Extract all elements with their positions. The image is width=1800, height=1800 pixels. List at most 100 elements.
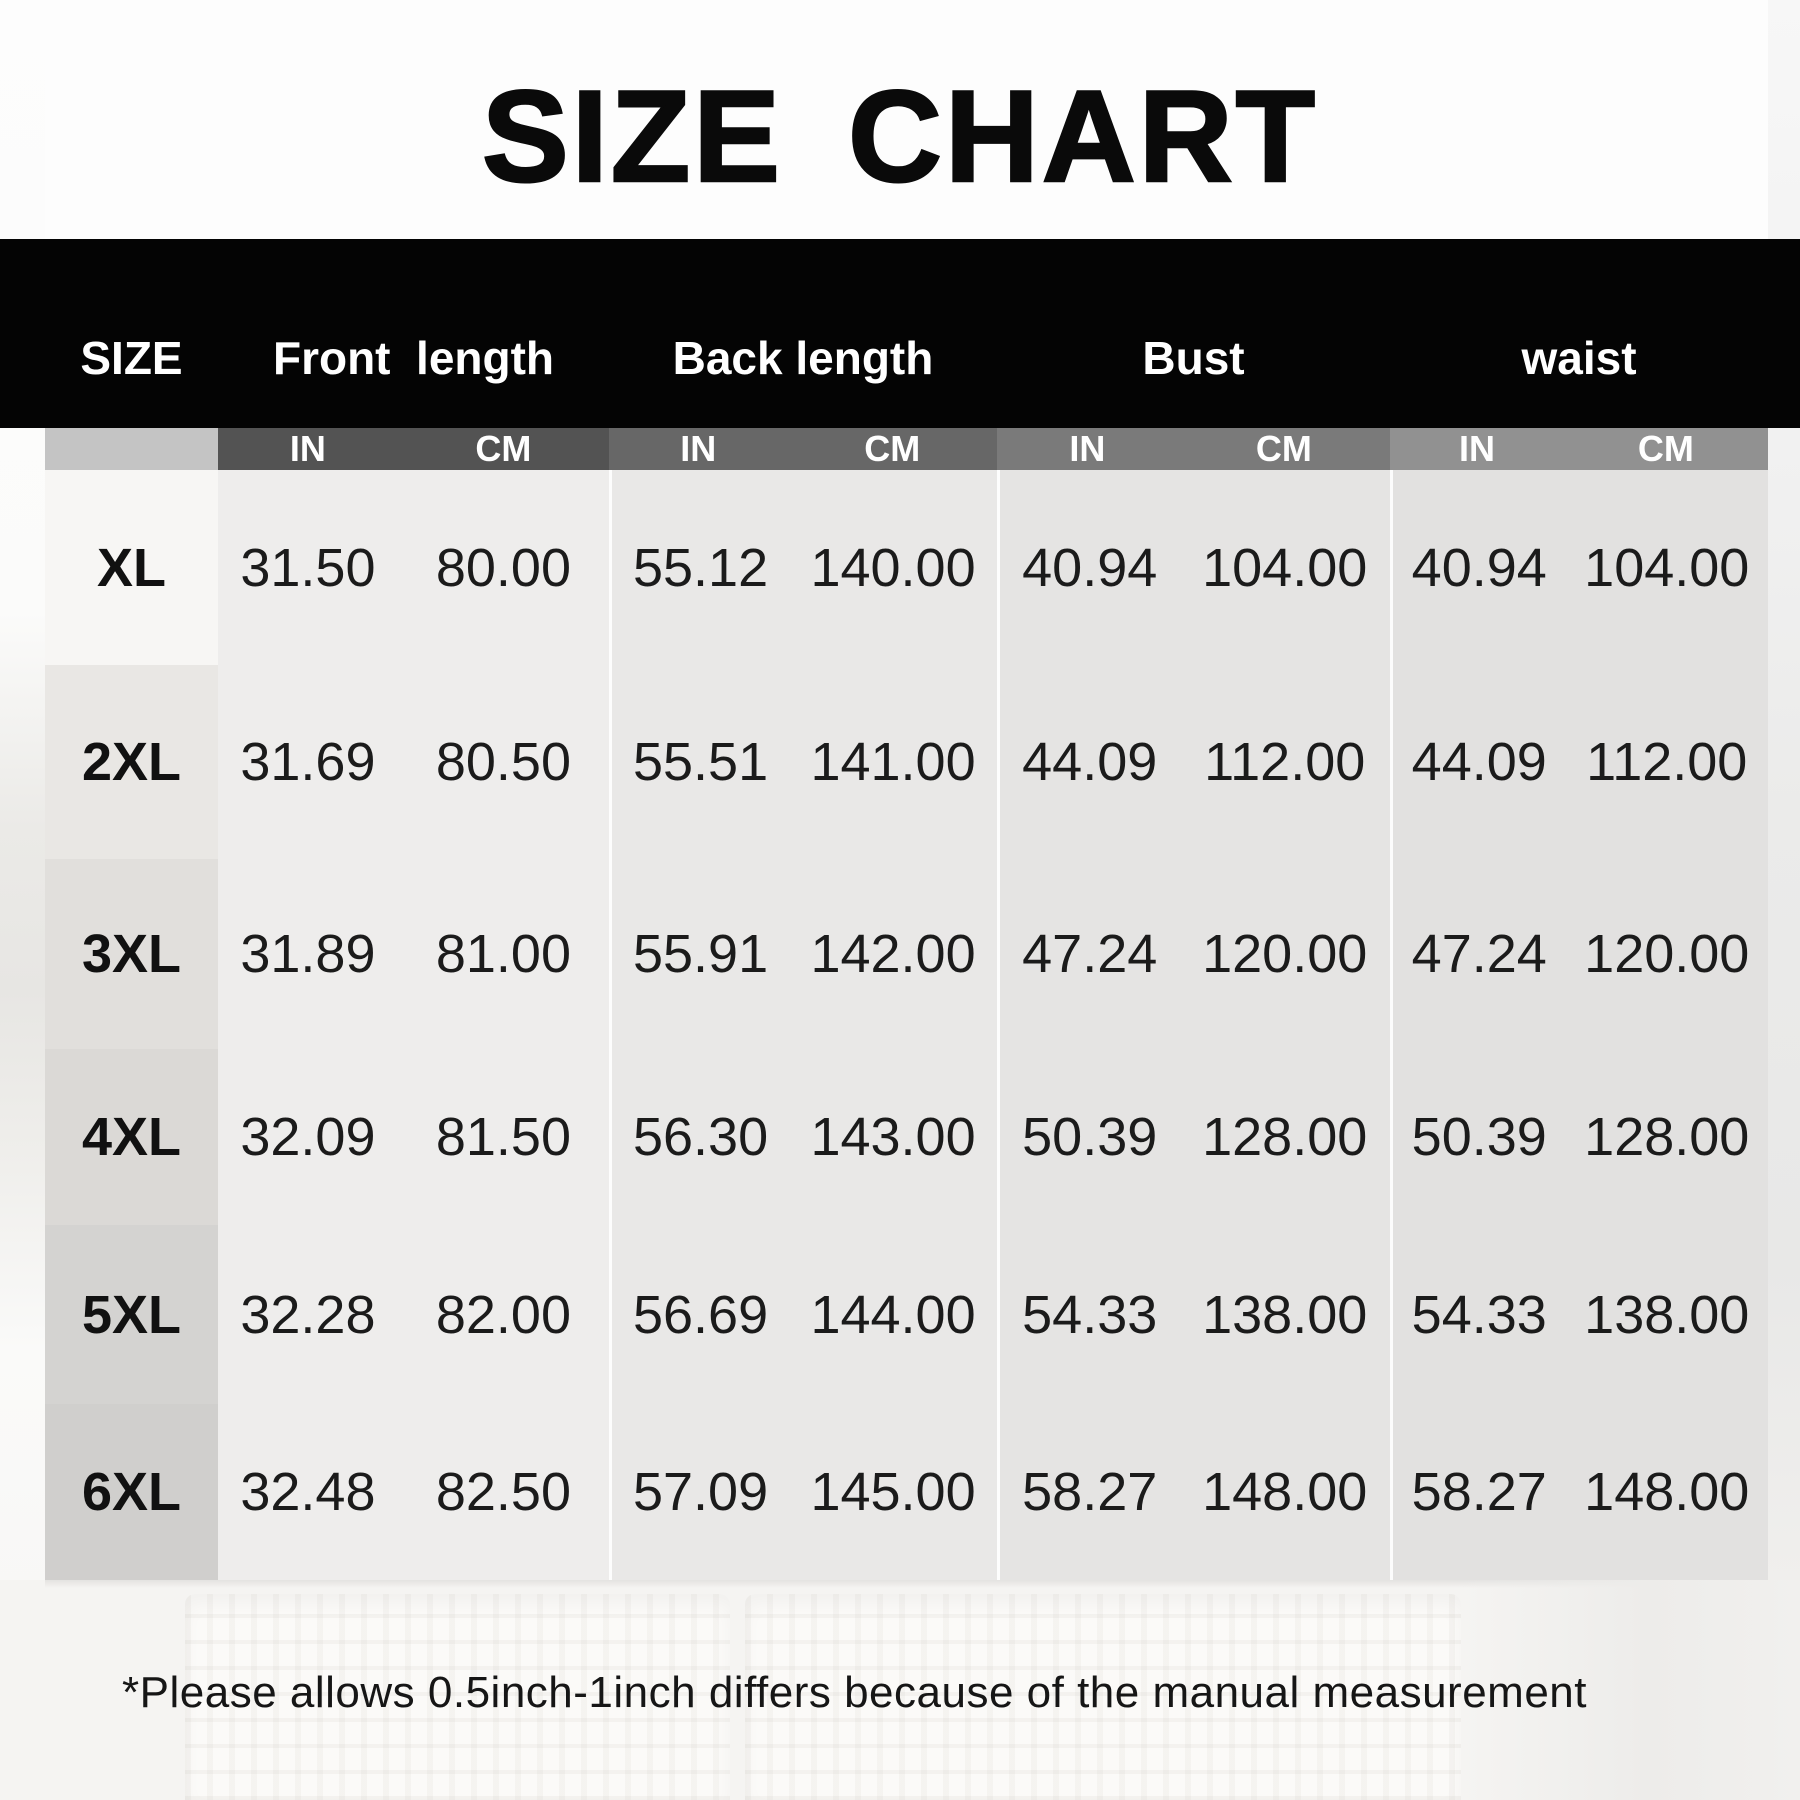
value-waist-in: 58.27	[1411, 1462, 1547, 1522]
background-bottom-right	[1461, 1580, 1800, 1800]
value-bust-in: 54.33	[1022, 1284, 1158, 1345]
bust-values: 44.09 112.00	[997, 665, 1390, 859]
waist-values: 40.94 104.00	[1390, 470, 1768, 665]
column-header-front-length: Front length	[272, 331, 555, 384]
value-front-in: 32.28	[240, 1284, 376, 1345]
value-bust-cm: 128.00	[1202, 1107, 1368, 1167]
value-waist-in: 50.39	[1411, 1107, 1547, 1167]
value-back-cm: 140.00	[810, 537, 976, 598]
value-front-cm: 82.00	[435, 1284, 571, 1345]
value-front-in: 31.69	[240, 732, 376, 792]
table-row: XL 31.50 80.00 55.12 140.00 40.94 104.00…	[45, 470, 1768, 665]
size-label: 5XL	[45, 1225, 218, 1404]
value-waist-in: 44.09	[1411, 732, 1547, 792]
value-bust-in: 40.94	[1022, 537, 1158, 598]
front-length-values: 32.09 81.50	[218, 1049, 609, 1225]
value-bust-in: 44.09	[1022, 732, 1158, 792]
table-row: 5XL 32.28 82.00 56.69 144.00 54.33 138.0…	[45, 1225, 1768, 1404]
unit-cm-label: CM	[864, 428, 921, 469]
value-waist-in: 47.24	[1411, 924, 1547, 984]
wicker-basket-right	[745, 1594, 1461, 1800]
unit-in-label: IN	[1458, 428, 1495, 469]
column-header-size: SIZE	[80, 331, 183, 384]
table-row: 3XL 31.89 81.00 55.91 142.00 47.24 120.0…	[45, 859, 1768, 1049]
unit-cm-label: CM	[1637, 428, 1694, 469]
value-waist-cm: 104.00	[1584, 537, 1750, 598]
value-bust-cm: 148.00	[1202, 1462, 1368, 1522]
size-label: 6XL	[45, 1404, 218, 1580]
value-bust-in: 50.39	[1022, 1107, 1158, 1167]
waist-values: 47.24 120.00	[1390, 859, 1768, 1049]
value-waist-cm: 148.00	[1584, 1462, 1750, 1522]
bust-values: 47.24 120.00	[997, 859, 1390, 1049]
waist-values: 58.27 148.00	[1390, 1404, 1768, 1580]
front-length-values: 31.89 81.00	[218, 859, 609, 1049]
value-back-cm: 144.00	[810, 1284, 976, 1345]
value-front-cm: 80.50	[435, 732, 571, 792]
value-waist-in: 40.94	[1411, 537, 1547, 598]
unit-in-label: IN	[680, 428, 717, 469]
value-front-cm: 81.00	[435, 924, 571, 984]
units-front-length: IN CM	[218, 428, 609, 470]
front-length-values: 32.48 82.50	[218, 1404, 609, 1580]
value-back-in: 57.09	[632, 1462, 769, 1522]
units-size-spacer	[45, 428, 218, 470]
units-back-length: IN CM	[609, 428, 997, 470]
value-front-cm: 82.50	[435, 1462, 571, 1522]
value-waist-cm: 112.00	[1586, 732, 1748, 792]
value-front-in: 32.48	[240, 1462, 376, 1522]
value-bust-cm: 120.00	[1202, 924, 1368, 984]
value-front-cm: 80.00	[435, 537, 571, 598]
value-back-cm: 141.00	[810, 732, 976, 792]
value-front-in: 32.09	[240, 1107, 376, 1167]
background-basket-scene	[0, 1580, 1800, 1800]
column-header-back-length: Back length	[672, 331, 934, 384]
value-bust-in: 47.24	[1022, 924, 1158, 984]
value-bust-cm: 138.00	[1202, 1284, 1368, 1345]
table-header-band: SIZE Front length Back length Bust waist	[0, 239, 1800, 428]
value-back-in: 55.12	[632, 537, 769, 598]
page-title: SIZE CHART	[481, 63, 1318, 209]
back-length-values: 55.12 140.00	[609, 470, 997, 665]
value-waist-cm: 128.00	[1584, 1107, 1750, 1167]
bust-values: 50.39 128.00	[997, 1049, 1390, 1225]
value-front-in: 31.89	[240, 924, 376, 984]
front-length-values: 32.28 82.00	[218, 1225, 609, 1404]
value-waist-in: 54.33	[1411, 1284, 1547, 1345]
size-table-body: XL 31.50 80.00 55.12 140.00 40.94 104.00…	[45, 470, 1768, 1580]
value-front-cm: 81.50	[435, 1107, 571, 1167]
value-back-in: 56.30	[632, 1107, 769, 1167]
units-bust: IN CM	[997, 428, 1390, 470]
header-row: SIZE Front length Back length Bust waist	[45, 239, 1768, 428]
value-back-in: 55.91	[632, 924, 769, 984]
back-length-values: 56.69 144.00	[609, 1225, 997, 1404]
column-header-bust: Bust	[1142, 331, 1245, 384]
table-row: 4XL 32.09 81.50 56.30 143.00 50.39 128.0…	[45, 1049, 1768, 1225]
unit-in-label: IN	[289, 428, 326, 469]
value-front-in: 31.50	[240, 537, 376, 598]
waist-values: 54.33 138.00	[1390, 1225, 1768, 1404]
units-waist: IN CM	[1390, 428, 1768, 470]
unit-cm-label: CM	[1255, 428, 1312, 469]
unit-cm-label: CM	[475, 428, 532, 469]
value-bust-cm: 104.00	[1202, 537, 1368, 598]
size-label: 2XL	[45, 665, 218, 859]
value-waist-cm: 120.00	[1584, 924, 1750, 984]
table-bottom-shadow	[45, 1580, 1768, 1588]
front-length-values: 31.50 80.00	[218, 470, 609, 665]
table-row: 6XL 32.48 82.50 57.09 145.00 58.27 148.0…	[45, 1404, 1768, 1580]
size-label: XL	[45, 470, 218, 665]
value-back-in: 55.51	[632, 732, 769, 792]
table-row: 2XL 31.69 80.50 55.51 141.00 44.09 112.0…	[45, 665, 1768, 859]
bust-values: 58.27 148.00	[997, 1404, 1390, 1580]
size-label: 4XL	[45, 1049, 218, 1225]
value-back-in: 56.69	[632, 1284, 769, 1345]
value-back-cm: 142.00	[810, 924, 976, 984]
title-block: SIZE CHART	[0, 63, 1800, 209]
value-back-cm: 143.00	[810, 1107, 976, 1167]
value-bust-in: 58.27	[1022, 1462, 1158, 1522]
bust-values: 54.33 138.00	[997, 1225, 1390, 1404]
back-length-values: 57.09 145.00	[609, 1404, 997, 1580]
back-length-values: 55.91 142.00	[609, 859, 997, 1049]
